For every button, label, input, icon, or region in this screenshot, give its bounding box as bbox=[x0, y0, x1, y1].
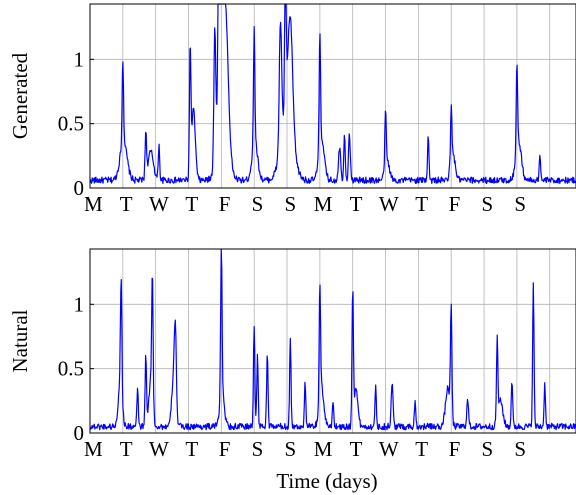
series-line bbox=[89, 3, 576, 185]
x-tick-label: S bbox=[481, 192, 493, 216]
x-tick-label: F bbox=[219, 437, 231, 461]
x-tick-label: S bbox=[514, 192, 526, 216]
x-tick-label: M bbox=[84, 437, 103, 461]
y-tick-label: 0.5 bbox=[58, 112, 84, 136]
x-tick-label: T bbox=[185, 192, 198, 216]
x-tick-label: S bbox=[514, 437, 526, 461]
plot-frame bbox=[89, 248, 576, 434]
x-tick-label: T bbox=[350, 437, 363, 461]
x-tick-label: M bbox=[314, 437, 333, 461]
x-tick-label: S bbox=[481, 437, 493, 461]
y-tick-label: 0 bbox=[74, 421, 85, 445]
x-tick-label: T bbox=[120, 437, 133, 461]
x-tick-label: T bbox=[185, 437, 198, 461]
x-tick-label: S bbox=[284, 437, 296, 461]
x-tick-label: W bbox=[149, 192, 169, 216]
x-tick-label: W bbox=[149, 437, 169, 461]
y-axis-label: Natural bbox=[8, 309, 32, 372]
y-axis-label: Generated bbox=[8, 52, 32, 139]
x-tick-label: W bbox=[379, 192, 399, 216]
x-tick-label: W bbox=[379, 437, 399, 461]
x-tick-label: M bbox=[84, 192, 103, 216]
series-line bbox=[89, 248, 576, 431]
x-tick-label: F bbox=[219, 192, 231, 216]
x-tick-label: F bbox=[449, 437, 461, 461]
x-tick-label: T bbox=[120, 192, 133, 216]
y-tick-label: 0.5 bbox=[58, 357, 84, 381]
x-tick-label: T bbox=[415, 437, 428, 461]
x-tick-label: S bbox=[284, 192, 296, 216]
x-tick-label: M bbox=[314, 192, 333, 216]
x-tick-label: T bbox=[350, 192, 363, 216]
plot-frame bbox=[89, 3, 576, 189]
y-tick-label: 1 bbox=[74, 47, 85, 71]
x-tick-label: F bbox=[449, 192, 461, 216]
y-tick-label: 1 bbox=[74, 292, 85, 316]
x-axis-label: Time (days) bbox=[276, 469, 377, 493]
x-tick-label: S bbox=[252, 192, 264, 216]
x-tick-label: S bbox=[252, 437, 264, 461]
x-tick-label: T bbox=[415, 192, 428, 216]
y-tick-label: 0 bbox=[74, 176, 85, 200]
